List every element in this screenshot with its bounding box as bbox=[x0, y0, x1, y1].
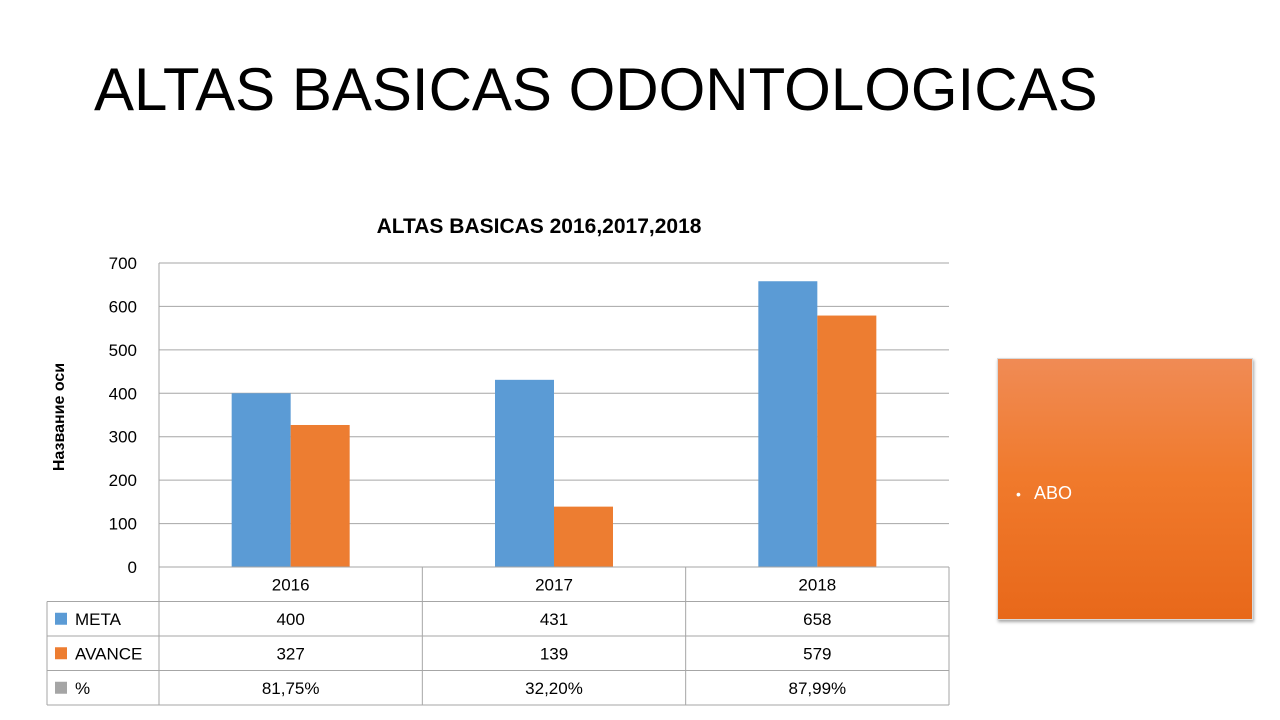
table-cell: 400 bbox=[276, 610, 304, 629]
y-tick-label: 200 bbox=[109, 471, 137, 490]
y-tick-label: 600 bbox=[109, 297, 137, 316]
table-cell: 139 bbox=[540, 644, 568, 663]
bar-avance-2016 bbox=[290, 424, 350, 567]
y-tick-label: 300 bbox=[109, 428, 137, 447]
table-header-2018: 2018 bbox=[798, 575, 836, 594]
legend-key-avance bbox=[55, 647, 67, 660]
y-tick-label: 400 bbox=[109, 384, 137, 403]
table-cell: 579 bbox=[803, 644, 831, 663]
table-cell: 658 bbox=[803, 610, 831, 629]
bar-avance-2018 bbox=[817, 315, 877, 567]
y-tick-label: 500 bbox=[109, 341, 137, 360]
bar-meta-2016 bbox=[231, 393, 291, 567]
table-cell: 327 bbox=[276, 644, 304, 663]
legend-label-avance: AVANCE bbox=[75, 644, 142, 663]
table-cell: 431 bbox=[540, 610, 568, 629]
table-header-2016: 2016 bbox=[272, 575, 310, 594]
bar-meta-2018 bbox=[758, 281, 818, 567]
bar-avance-2017 bbox=[554, 506, 613, 567]
y-tick-label: 0 bbox=[128, 558, 137, 577]
table-cell: 87,99% bbox=[788, 679, 846, 698]
table-cell: 32,20% bbox=[525, 679, 583, 698]
bullet-icon: • bbox=[1016, 486, 1021, 502]
bar-meta-2017 bbox=[495, 379, 554, 567]
slide-title: ALTAS BASICAS ODONTOLOGICAS bbox=[94, 56, 1098, 123]
legend-key-meta bbox=[55, 612, 67, 625]
y-tick-label: 700 bbox=[109, 254, 137, 273]
table-cell: 81,75% bbox=[262, 679, 320, 698]
y-axis-title: Название оси bbox=[51, 363, 68, 471]
y-tick-label: 100 bbox=[109, 515, 137, 534]
callout-text: ABO bbox=[1034, 483, 1073, 503]
callout-list-item: • ABO bbox=[1016, 481, 1072, 506]
table-header-2017: 2017 bbox=[535, 575, 573, 594]
legend-label-percent: % bbox=[75, 679, 90, 698]
legend-label-meta: META bbox=[75, 610, 122, 629]
legend-key-percent bbox=[55, 681, 67, 694]
chart-title: ALTAS BASICAS 2016,2017,2018 bbox=[377, 215, 702, 238]
abo-callout-box: • ABO bbox=[997, 358, 1253, 620]
